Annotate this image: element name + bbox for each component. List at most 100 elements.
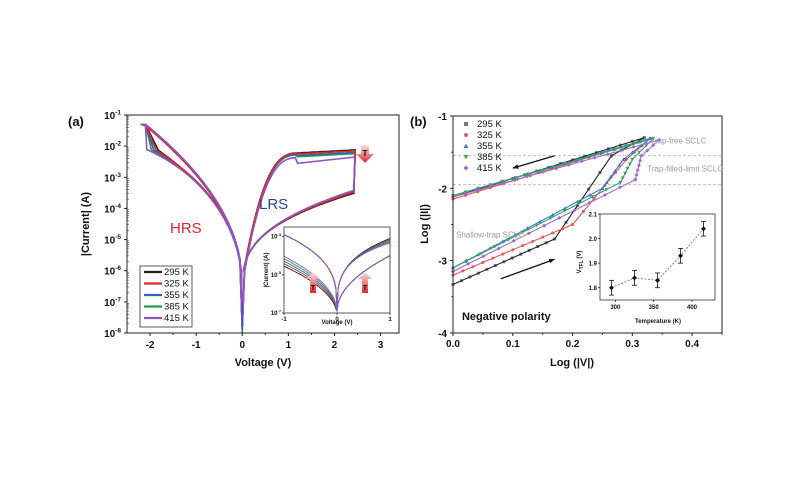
- x-tick-label: 0.3: [625, 339, 639, 350]
- inset-b-y-label: VTFL (V): [577, 251, 585, 274]
- marker-circle: [464, 133, 468, 137]
- legend-label: 385 K: [164, 302, 189, 313]
- fit-line-415-K: [452, 139, 660, 272]
- inset-a-ticks: -1 0 1 10-3 10-5 10-7: [271, 232, 392, 323]
- legend-label: 355 K: [477, 141, 502, 152]
- trap-filled-limit-label: Trap-filled-limit SCLC: [647, 165, 723, 174]
- legend-label: 415 K: [477, 163, 502, 174]
- inset-a-y-label: |Current| (A): [264, 252, 270, 287]
- temperature-up-arrow-icon: T: [358, 272, 372, 293]
- legend-label: 415 K: [164, 313, 189, 324]
- inset-y-tick-label: 10-7: [271, 308, 281, 317]
- panel-b-inset: 300 350 400 1.8 1.9 2.0 2.1 Temperature (K) VT…: [577, 213, 716, 325]
- fit-line-385-K: [452, 137, 656, 269]
- x-tick-label: 0.1: [506, 339, 520, 350]
- x-tick-label: -2: [146, 340, 155, 351]
- temperature-up-arrow-icon: T: [306, 272, 320, 293]
- panel-a-label: (a): [68, 114, 84, 129]
- y-tick-label: -3: [438, 257, 447, 268]
- panel-a-frame: [126, 114, 400, 334]
- x-tick-label: 1: [286, 340, 292, 351]
- panel-a-x-label: Voltage (V): [235, 357, 292, 369]
- marker-diamond: [678, 253, 683, 259]
- iv-curve-415-K: [140, 123, 357, 330]
- y-tick-label: 10-7: [104, 296, 121, 309]
- panel-b-annotations: Trap-free SCLC Trap-filled-limit SCLC Shal…: [456, 136, 723, 322]
- marker-triangle-down: [463, 155, 469, 160]
- y-tick-label: 10-8: [104, 328, 121, 341]
- panel-b-x-ticks: 0.0 0.1 0.2 0.3 0.4: [446, 333, 723, 350]
- sweep-arrow-line: [512, 155, 555, 169]
- marker-square: [464, 122, 468, 126]
- inset-b-marks: [609, 220, 706, 296]
- x-tick-label: 0.0: [446, 339, 460, 350]
- legend-label: 325 K: [164, 279, 189, 290]
- marker-diamond: [655, 277, 660, 283]
- y-tick-label: 10-3: [104, 172, 121, 185]
- sweep-arrow-line: [500, 258, 555, 280]
- hrs-label: HRS: [170, 220, 202, 237]
- trap-free-label: Trap-free SCLC: [650, 136, 706, 145]
- panel-b-y-label: Log (|I|): [419, 204, 431, 244]
- panel-a-y-ticks: 10-1 10-2 10-3 10-4 10-5 10-6 10-7 10-8: [104, 110, 129, 341]
- legend-label: 295 K: [477, 119, 502, 130]
- y-tick-label: -2: [438, 184, 447, 195]
- x-tick-label: 3: [378, 340, 384, 351]
- x-tick-label: 0.4: [685, 339, 699, 350]
- inset-y-tick-label: 1.8: [589, 286, 598, 292]
- legend-label: 295 K: [164, 267, 189, 278]
- y-tick-label: 10-1: [104, 110, 121, 123]
- sweep-arrow-right-icon: [548, 258, 555, 264]
- inset-y-tick-label: 10-5: [271, 270, 282, 279]
- inset-y-tick-label: 2.1: [589, 213, 598, 219]
- svg-text:T: T: [363, 285, 368, 292]
- panel-a-inset: -1 0 1 10-3 10-5 10-7 Voltage (V) |Current| (…: [264, 225, 392, 326]
- legend-label: 355 K: [164, 290, 189, 301]
- fit-line-295-K: [452, 137, 645, 286]
- x-tick-label: 2: [332, 340, 338, 351]
- panel-a-y-label: |Current| (A): [80, 192, 92, 257]
- panel-a-curves: [140, 123, 357, 333]
- marker-triangle-up: [463, 143, 469, 148]
- y-tick-label: 10-2: [104, 141, 121, 154]
- iv-curve-325-K: [140, 123, 357, 330]
- panel-b-y-ticks: -1 -2 -3 -4: [438, 112, 453, 340]
- svg-text:VTFL (V): VTFL (V): [577, 251, 585, 274]
- negative-polarity-label: Negative polarity: [462, 311, 552, 323]
- marker-diamond: [463, 165, 469, 171]
- inset-x-tick-label: 300: [610, 305, 621, 311]
- inset-x-tick-label: 400: [687, 305, 698, 311]
- y-tick-label: -1: [438, 112, 447, 123]
- fit-line-325-K: [452, 137, 651, 276]
- marker-diamond: [632, 275, 637, 281]
- inset-b-ticks: 300 350 400 1.8 1.9 2.0 2.1: [589, 213, 698, 312]
- x-tick-label: 0.2: [566, 339, 580, 350]
- y-tick-label: 10-5: [104, 234, 121, 247]
- inset-a-x-label: Voltage (V): [322, 320, 353, 326]
- inset-y-tick-label: 10-3: [271, 232, 282, 241]
- inset-x-tick-label: -1: [281, 317, 287, 323]
- y-tick-label: -4: [438, 329, 447, 340]
- lrs-label: LRS: [259, 196, 288, 213]
- x-tick-label: -1: [192, 340, 201, 351]
- panel-a-x-ticks: -2 -1 0 1 2 3: [146, 333, 384, 351]
- marker-diamond: [609, 285, 614, 291]
- y-tick-label: 10-4: [104, 203, 121, 216]
- x-tick-label: 0: [239, 340, 245, 351]
- legend-label: 325 K: [477, 130, 502, 141]
- temperature-label: T: [363, 149, 368, 158]
- inset-b-x-label: Temperature (K): [635, 319, 681, 325]
- inset-a-curves: [283, 234, 391, 313]
- svg-text:T: T: [311, 285, 316, 292]
- panel-a: (a) -2 -1 0 1 2 3 10-110-210-310-410-510-610-…: [68, 110, 400, 369]
- inset-x-tick-label: 1: [388, 317, 392, 323]
- inset-hrs-curve: [283, 255, 391, 312]
- y-tick-label: 10-6: [104, 265, 121, 278]
- inset-x-tick-label: 350: [649, 305, 660, 311]
- shallow-trap-label: Shallow-trap SCLC: [456, 231, 524, 240]
- panel-b-label: (b): [410, 114, 427, 129]
- inset-y-tick-label: 1.9: [589, 262, 598, 268]
